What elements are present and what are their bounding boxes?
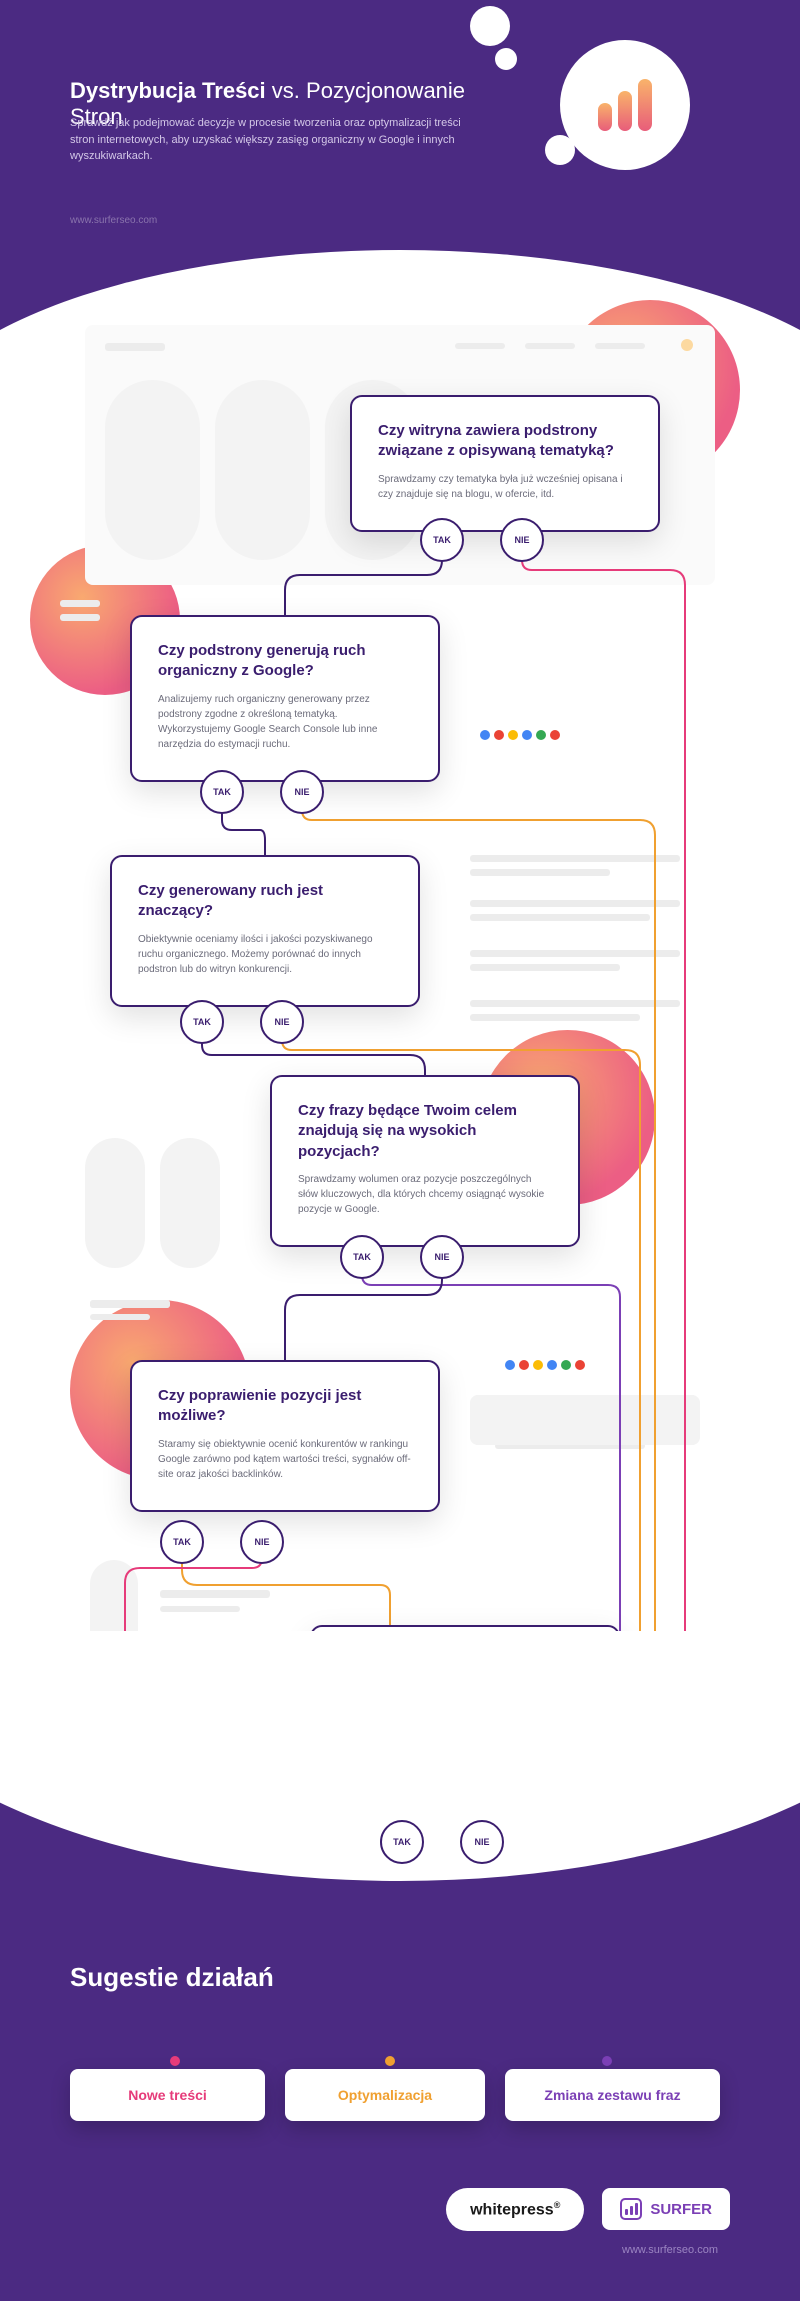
action-new-content: Nowe treści <box>70 2069 265 2121</box>
badge-yes: TAK <box>340 1235 384 1279</box>
action-optimization: Optymalizacja <box>285 2069 485 2121</box>
brand-row: whitepress® SURFER <box>446 2188 730 2231</box>
surfer-bars-icon <box>620 2198 642 2220</box>
title-vs: vs. <box>272 78 300 103</box>
deco-dot <box>470 6 510 46</box>
title-part-a: Dystrybucja Treści <box>70 78 266 103</box>
badge-yes: TAK <box>420 518 464 562</box>
card-body: Analizujemy ruch organiczny generowany p… <box>158 692 412 752</box>
google-dots-icon <box>480 730 560 740</box>
card-body: Staramy się obiektywnie ocenić konkurent… <box>158 1437 412 1482</box>
card-title: Czy poprawienie pozycji jest możliwe? <box>158 1386 412 1427</box>
logo-bars-icon <box>598 79 652 131</box>
wireframe-text-block <box>90 1300 610 1340</box>
decision-card: Czy frazy będące Twoim celem znajdują si… <box>270 1075 580 1247</box>
badge-yes: TAK <box>180 1000 224 1044</box>
badge-no: NIE <box>420 1235 464 1279</box>
google-dots-icon <box>505 1360 585 1370</box>
header-url: www.surferseo.com <box>70 215 157 226</box>
card-title: Czy podstrony generują ruch organiczny z… <box>158 641 412 682</box>
decision-card: Czy podstrony generują ruch organiczny z… <box>130 615 440 782</box>
wireframe-boards <box>85 1138 245 1288</box>
action-change-phrases: Zmiana zestawu fraz <box>505 2069 720 2121</box>
wireframe-search <box>470 1395 720 1635</box>
brand-whitepress-label: whitepress <box>470 2201 554 2218</box>
badge-yes: TAK <box>160 1520 204 1564</box>
decision-card: Czy poprawienie pozycji jest możliwe? Sta… <box>130 1360 440 1512</box>
action-row: Nowe treści Optymalizacja Zmiana zestawu… <box>70 2069 720 2121</box>
deco-dot <box>495 48 517 70</box>
action-marker <box>602 2056 612 2066</box>
badge-yes: TAK <box>380 1820 424 1864</box>
card-title: Czy witryna zawiera podstrony związane z… <box>378 421 632 462</box>
badge-no: NIE <box>240 1520 284 1564</box>
page-subtitle: Sprawdź jak podejmować decyzje w procesi… <box>70 115 470 165</box>
badge-no: NIE <box>280 770 324 814</box>
suggestions-heading: Sugestie działań <box>70 1962 274 1993</box>
action-marker <box>170 2056 180 2066</box>
footer-url: www.surferseo.com <box>622 2244 718 2256</box>
brand-surfer-label: SURFER <box>650 2201 712 2218</box>
decision-card: Czy witryna zawiera podstrony związane z… <box>350 395 660 532</box>
wireframe-lines <box>60 600 100 660</box>
card-body: Sprawdzamy wolumen oraz pozycje poszczeg… <box>298 1172 552 1217</box>
wireframe-results <box>470 855 715 1045</box>
card-body: Obiektywnie oceniamy ilości i jakości po… <box>138 932 392 977</box>
action-marker <box>385 2056 395 2066</box>
brand-whitepress: whitepress® <box>446 2188 584 2231</box>
brand-surfer: SURFER <box>602 2188 730 2230</box>
card-title: Czy generowany ruch jest znaczący? <box>138 881 392 922</box>
badge-no: NIE <box>500 518 544 562</box>
badge-no: NIE <box>260 1000 304 1044</box>
decision-card: Czy generowany ruch jest znaczący? Obiekt… <box>110 855 420 1007</box>
badge-yes: TAK <box>200 770 244 814</box>
card-title: Czy frazy będące Twoim celem znajdują si… <box>298 1101 552 1162</box>
badge-no: NIE <box>460 1820 504 1864</box>
logo-circle <box>560 40 690 170</box>
card-body: Sprawdzamy czy tematyka była już wcześni… <box>378 472 632 502</box>
